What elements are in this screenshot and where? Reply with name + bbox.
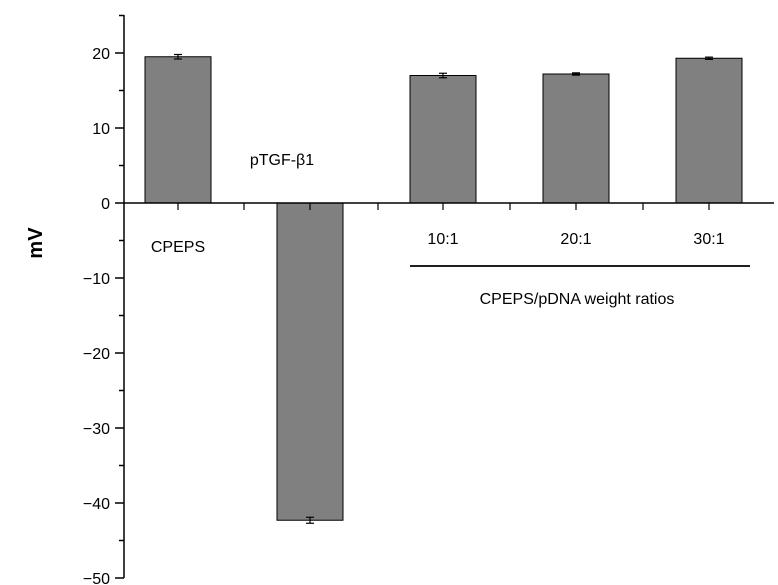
category-label: pTGF-β1 bbox=[250, 152, 314, 169]
category-label: CPEPS bbox=[151, 239, 205, 256]
y-tick-label: −20 bbox=[83, 346, 110, 363]
category-label: 30:1 bbox=[693, 231, 724, 248]
y-tick-label: −30 bbox=[83, 421, 110, 438]
y-tick-label: −50 bbox=[83, 571, 110, 585]
bar-2 bbox=[409, 75, 477, 204]
category-label: 10:1 bbox=[427, 231, 458, 248]
y-axis-label: mV bbox=[25, 227, 47, 259]
y-tick-label: 20 bbox=[92, 46, 110, 63]
bar-1 bbox=[276, 202, 344, 521]
bar-3 bbox=[542, 73, 610, 204]
y-tick-label: 10 bbox=[92, 121, 110, 138]
category-labels: CPEPS pTGF-β1 10:1 20:1 30:1 bbox=[151, 152, 725, 256]
zero-line bbox=[124, 202, 774, 210]
group-label: CPEPS/pDNA weight ratios bbox=[480, 291, 675, 308]
y-tick-label: −40 bbox=[83, 496, 110, 513]
y-axis: −50 −40 −30 −20 −10 0 10 20 bbox=[83, 14, 125, 585]
y-tick-label: 0 bbox=[101, 196, 110, 213]
y-tick-label: −10 bbox=[83, 271, 110, 288]
bar-4 bbox=[675, 57, 743, 204]
category-label: 20:1 bbox=[560, 231, 591, 248]
bar-0 bbox=[144, 56, 212, 204]
bars bbox=[144, 53, 743, 524]
